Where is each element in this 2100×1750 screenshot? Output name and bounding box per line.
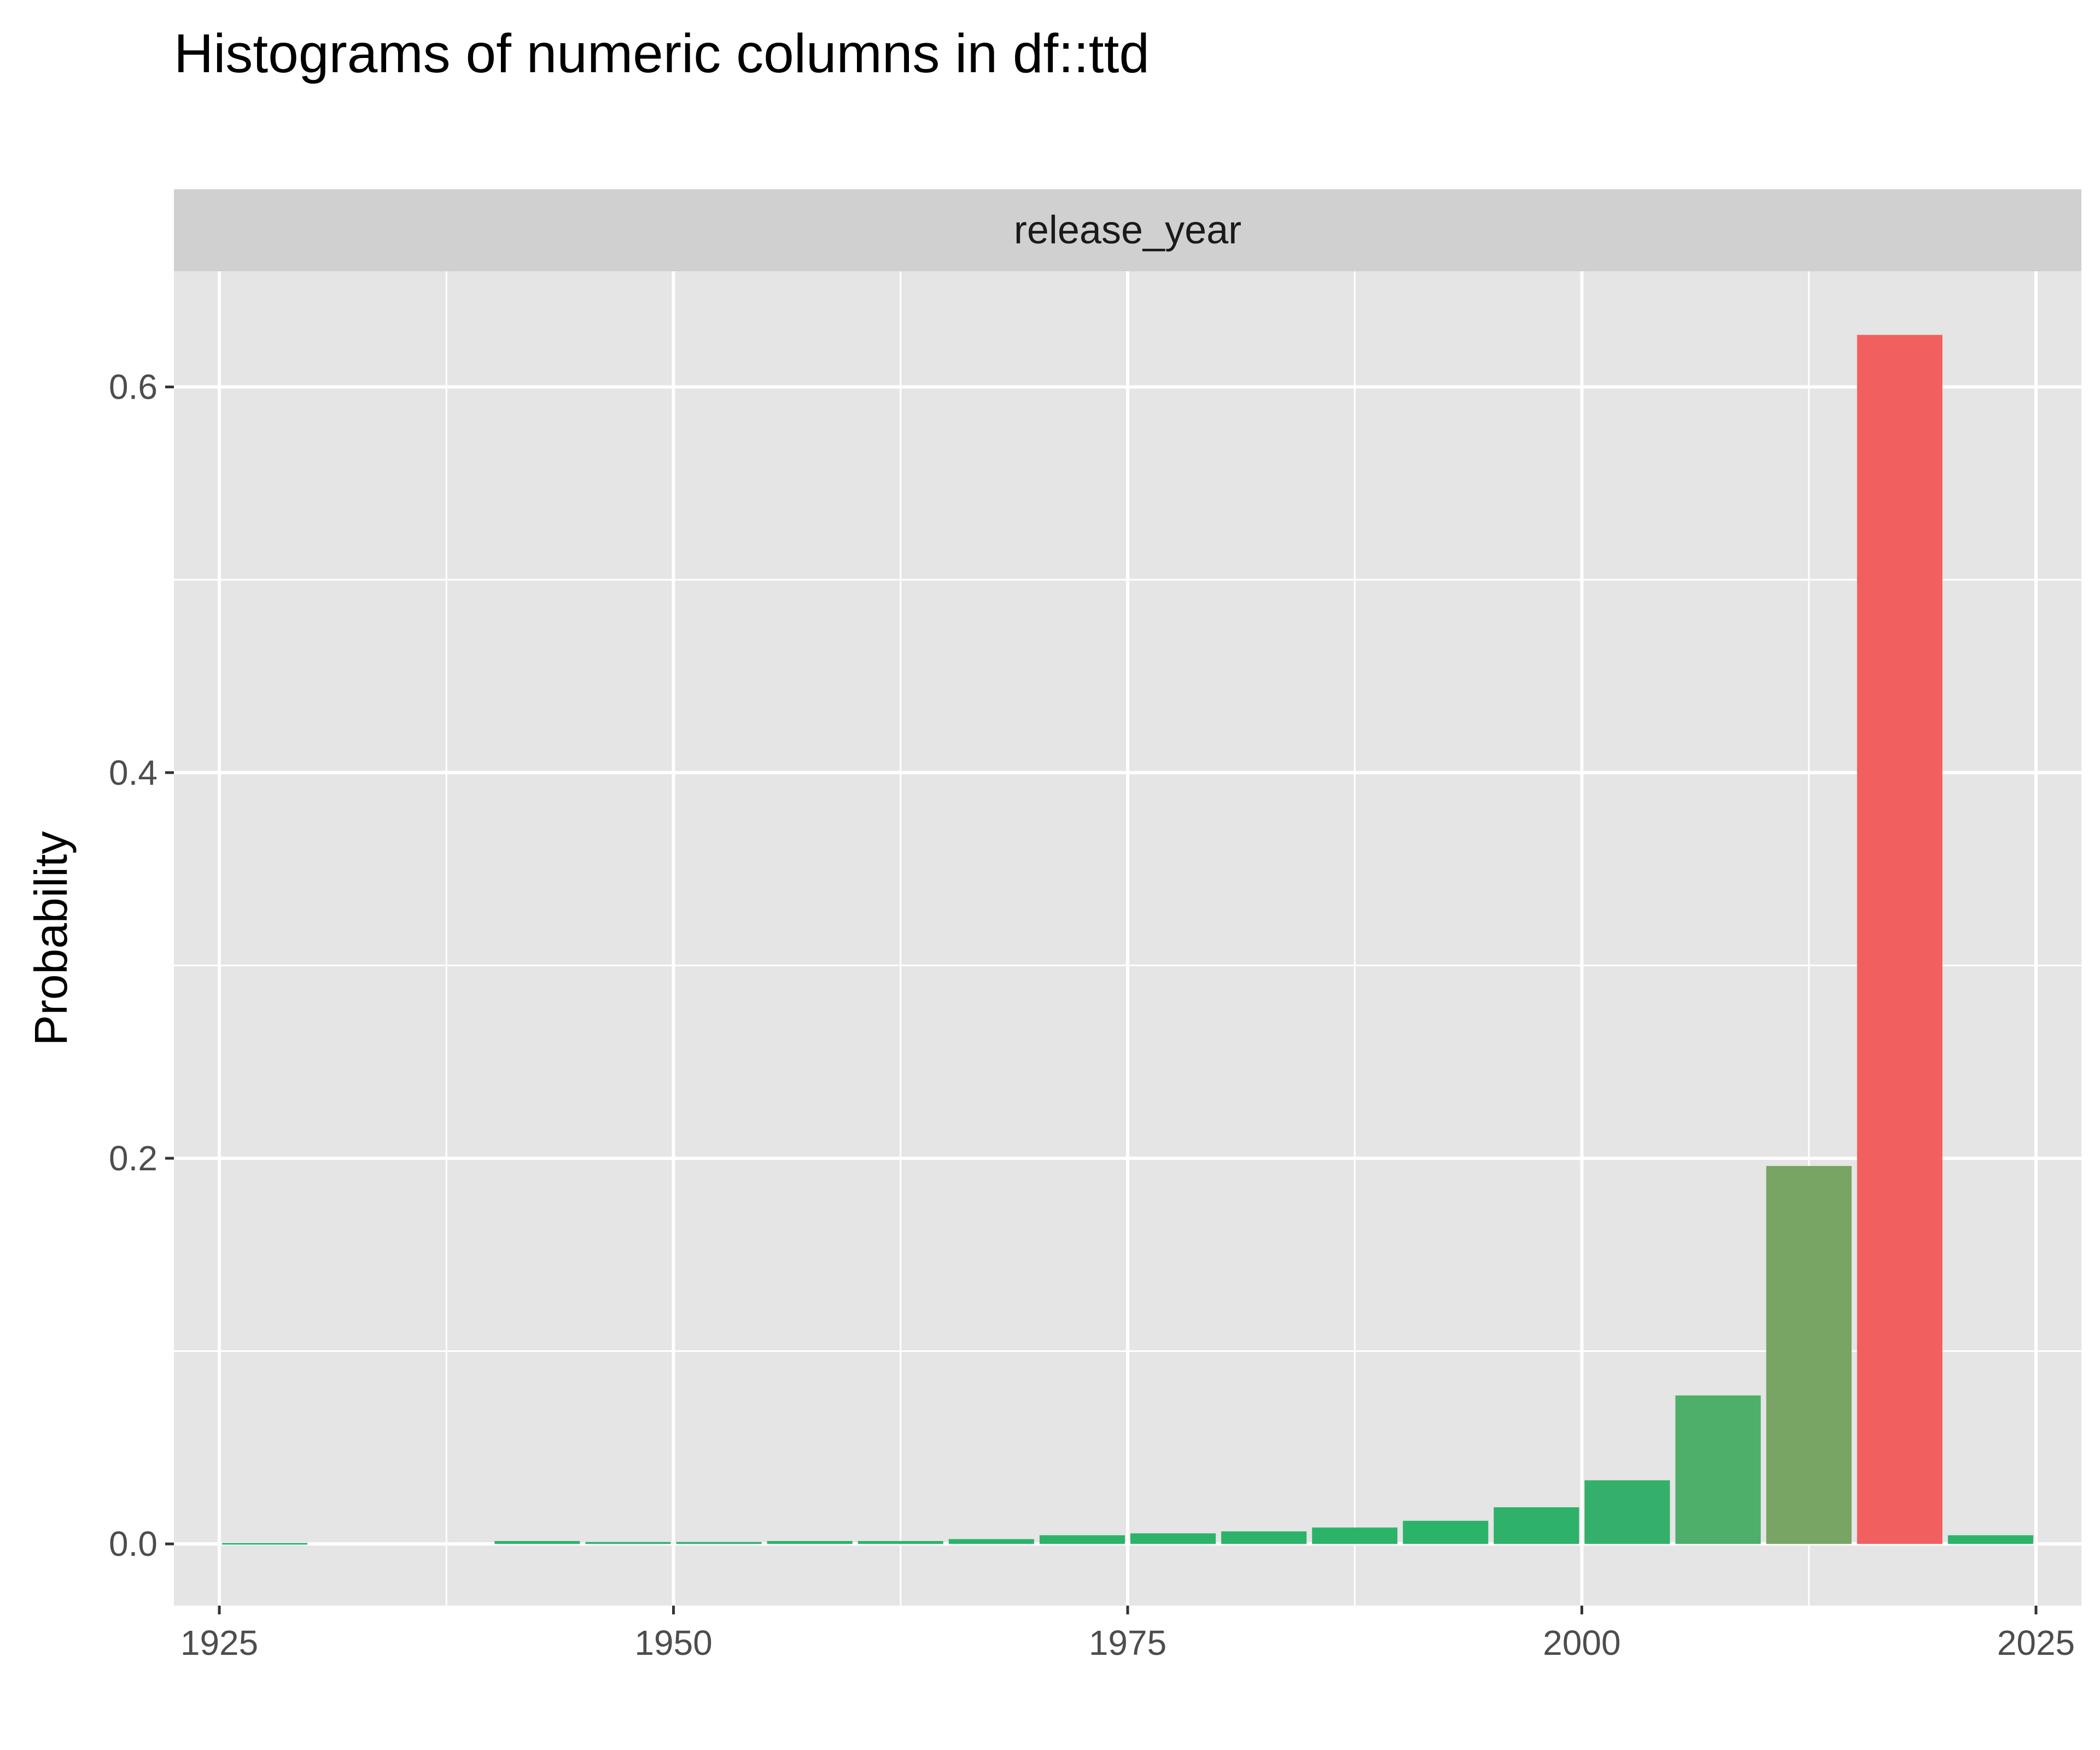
histogram-bar: [1675, 1395, 1761, 1544]
x-tick-label: 2025: [1997, 1623, 2075, 1662]
histogram-bar: [1947, 1535, 2033, 1544]
x-axis: 1925 1950 1975 2000 2025: [180, 1606, 2075, 1662]
y-tick-label: 0.4: [109, 753, 158, 792]
facet-strip: [174, 189, 2081, 271]
histogram-bar: [1221, 1531, 1307, 1544]
histogram-bar: [1766, 1166, 1852, 1544]
y-axis-title: Probability: [25, 831, 77, 1046]
histogram-bar: [858, 1541, 943, 1544]
x-tick-label: 1950: [634, 1623, 712, 1662]
x-tick-label: 2000: [1543, 1623, 1620, 1662]
y-tick-label: 0.6: [109, 368, 158, 407]
histogram-bar: [948, 1539, 1034, 1544]
major-gridlines: [174, 271, 2081, 1606]
histogram-bar: [1039, 1535, 1125, 1544]
histogram-bar: [676, 1542, 762, 1544]
facet-label: release_year: [1014, 208, 1241, 252]
histogram-bar: [222, 1543, 308, 1545]
histogram-bar: [1857, 335, 1942, 1544]
chart-title: Histograms of numeric columns in df::ttd: [174, 23, 1150, 84]
bars: [222, 335, 2033, 1545]
histogram-bar: [1584, 1480, 1670, 1544]
x-tick-label: 1975: [1089, 1623, 1166, 1662]
histogram-bar: [494, 1541, 580, 1544]
histogram-bar: [1312, 1527, 1398, 1544]
y-tick-label: 0.0: [109, 1524, 158, 1564]
histogram-bar: [767, 1541, 853, 1544]
y-tick-label: 0.2: [109, 1139, 158, 1178]
histogram-bar: [1130, 1533, 1216, 1544]
y-axis: 0.0 0.2 0.4 0.6: [109, 368, 174, 1564]
histogram-bar: [585, 1542, 671, 1544]
histogram-bar: [1403, 1520, 1489, 1544]
histogram-bar: [1494, 1507, 1579, 1544]
x-tick-label: 1925: [180, 1623, 258, 1662]
